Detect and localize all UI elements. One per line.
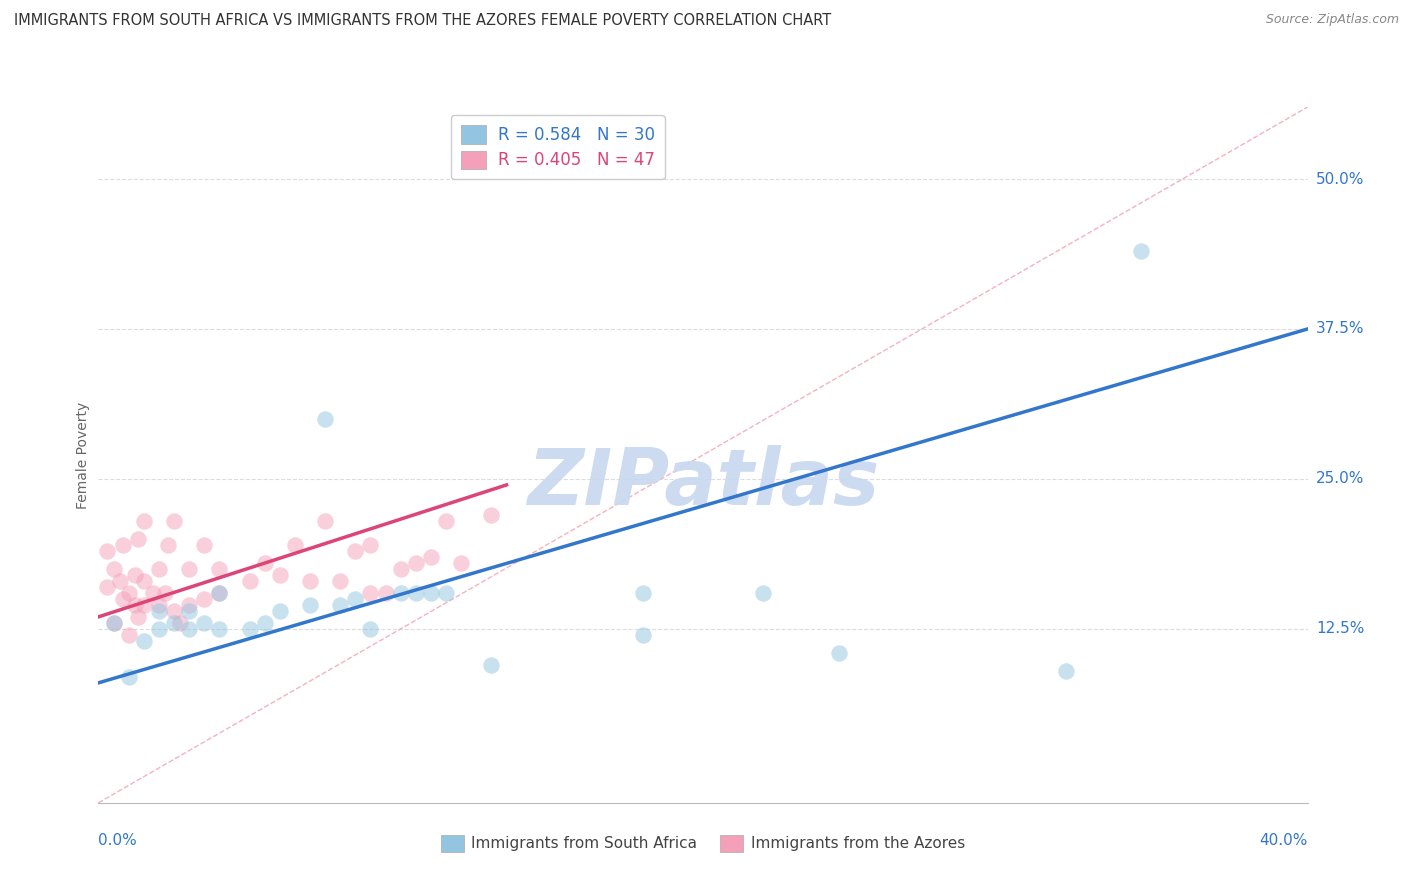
Point <box>434 586 457 600</box>
Text: 37.5%: 37.5% <box>1316 321 1364 336</box>
Text: 0.0%: 0.0% <box>98 833 138 848</box>
Point <box>153 586 176 600</box>
Point <box>163 615 186 630</box>
Point <box>124 567 146 582</box>
Point <box>118 586 141 600</box>
Point <box>142 586 165 600</box>
Point <box>148 604 170 618</box>
Point <box>118 628 141 642</box>
Point <box>481 657 503 672</box>
Text: ZIPatlas: ZIPatlas <box>527 445 879 521</box>
Point <box>344 591 367 606</box>
Point <box>148 622 170 636</box>
Point <box>127 610 149 624</box>
Text: 40.0%: 40.0% <box>1260 833 1308 848</box>
Text: 50.0%: 50.0% <box>1316 171 1364 186</box>
Point <box>132 574 155 588</box>
Point <box>108 574 131 588</box>
Point <box>1054 664 1077 678</box>
Point <box>360 538 382 552</box>
Point <box>299 598 322 612</box>
Point <box>481 508 503 522</box>
Point <box>132 514 155 528</box>
Point <box>314 412 336 426</box>
Point <box>118 670 141 684</box>
Text: IMMIGRANTS FROM SOUTH AFRICA VS IMMIGRANTS FROM THE AZORES FEMALE POVERTY CORREL: IMMIGRANTS FROM SOUTH AFRICA VS IMMIGRAN… <box>14 13 831 29</box>
Point <box>208 586 231 600</box>
Point <box>253 615 276 630</box>
Point <box>450 556 472 570</box>
Point <box>314 514 336 528</box>
Point <box>193 591 215 606</box>
Point <box>329 574 352 588</box>
Point <box>193 538 215 552</box>
Point <box>96 580 118 594</box>
Point <box>132 598 155 612</box>
Point <box>389 562 412 576</box>
Point <box>284 538 307 552</box>
Legend: Immigrants from South Africa, Immigrants from the Azores: Immigrants from South Africa, Immigrants… <box>434 829 972 858</box>
Point <box>269 604 291 618</box>
Point <box>253 556 276 570</box>
Point <box>103 615 125 630</box>
Point <box>148 598 170 612</box>
Text: 12.5%: 12.5% <box>1316 622 1364 636</box>
Point <box>96 544 118 558</box>
Point <box>631 586 654 600</box>
Point <box>405 556 427 570</box>
Point <box>208 586 231 600</box>
Point <box>419 549 441 564</box>
Point <box>163 604 186 618</box>
Point <box>344 544 367 558</box>
Point <box>239 622 262 636</box>
Text: Source: ZipAtlas.com: Source: ZipAtlas.com <box>1265 13 1399 27</box>
Point <box>156 538 179 552</box>
Point <box>208 622 231 636</box>
Point <box>163 514 186 528</box>
Point <box>103 615 125 630</box>
Point <box>124 598 146 612</box>
Point <box>148 562 170 576</box>
Point <box>177 562 201 576</box>
Point <box>177 598 201 612</box>
Point <box>208 562 231 576</box>
Point <box>103 562 125 576</box>
Point <box>193 615 215 630</box>
Point <box>132 633 155 648</box>
Point <box>631 628 654 642</box>
Text: 25.0%: 25.0% <box>1316 471 1364 486</box>
Point <box>269 567 291 582</box>
Point <box>169 615 191 630</box>
Point <box>434 514 457 528</box>
Point <box>360 586 382 600</box>
Point <box>127 532 149 546</box>
Y-axis label: Female Poverty: Female Poverty <box>76 401 90 508</box>
Point <box>419 586 441 600</box>
Point <box>374 586 396 600</box>
Point <box>177 604 201 618</box>
Point <box>177 622 201 636</box>
Point <box>828 646 851 660</box>
Point <box>389 586 412 600</box>
Point <box>299 574 322 588</box>
Point <box>360 622 382 636</box>
Point <box>329 598 352 612</box>
Point <box>405 586 427 600</box>
Point <box>111 591 134 606</box>
Point <box>239 574 262 588</box>
Point <box>111 538 134 552</box>
Point <box>752 586 775 600</box>
Point <box>1130 244 1153 258</box>
